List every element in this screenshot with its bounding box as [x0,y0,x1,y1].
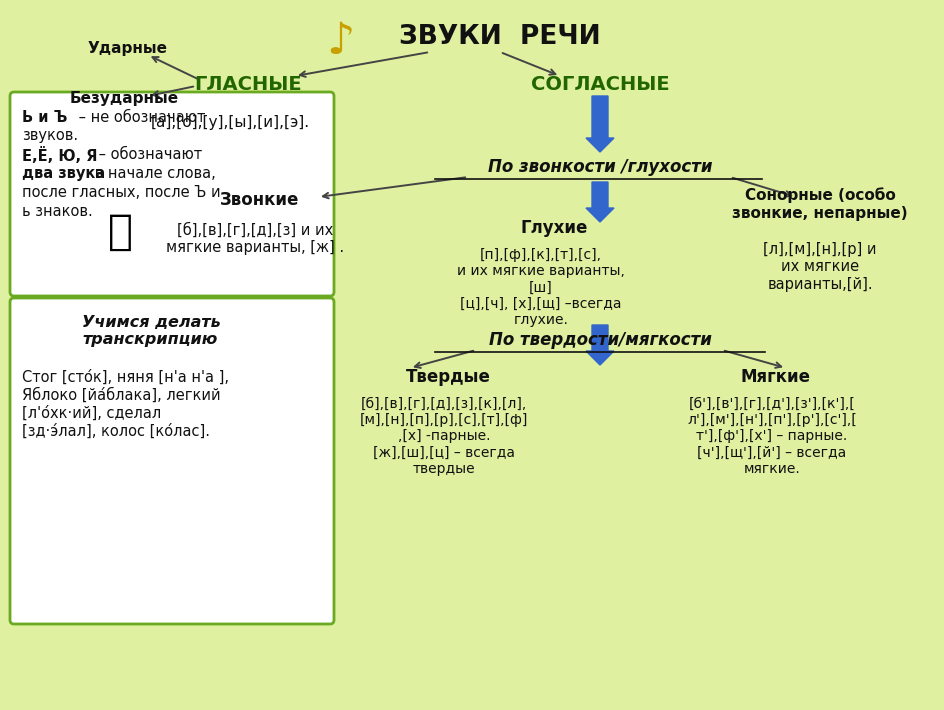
Text: звуков.: звуков. [22,128,78,143]
Text: Сонорные (особо
звонкие, непарные): Сонорные (особо звонкие, непарные) [733,187,908,221]
Text: [б],[в],[г],[д],[з],[к],[л],
[м],[н],[п],[р],[с],[т],[ф]
,[х] -парные.
[ж],[ш],[: [б],[в],[г],[д],[з],[к],[л], [м],[н],[п]… [360,397,529,476]
Text: Звонкие: Звонкие [220,191,299,209]
Text: два звука: два звука [22,166,105,181]
Text: По твердости/мягкости: По твердости/мягкости [489,331,712,349]
Text: Е,Ё, Ю, Я: Е,Ё, Ю, Я [22,147,97,164]
FancyBboxPatch shape [10,298,334,624]
Text: ЗВУКИ  РЕЧИ: ЗВУКИ РЕЧИ [399,24,600,50]
Text: СОГЛАСНЫЕ: СОГЛАСНЫЕ [531,75,669,94]
Text: 🔔: 🔔 [108,211,132,253]
Text: – не обозначают: – не обозначают [74,110,206,125]
FancyArrow shape [586,325,614,365]
Text: Безударные: Безударные [70,90,179,106]
Text: ♪: ♪ [326,21,354,63]
Text: Твердые: Твердые [406,368,491,386]
Text: – обозначают: – обозначают [94,147,202,162]
Text: Ь и Ъ: Ь и Ъ [22,110,67,125]
FancyArrow shape [586,96,614,152]
Text: Ударные: Ударные [88,40,168,55]
Text: в начале слова,: в начале слова, [90,166,216,181]
Text: [б'],[в'],[г],[д'],[з'],[к'],[
л'],[м'],[н'],[п'],[р'],[с'],[
т'],[ф'],[х'] – па: [б'],[в'],[г],[д'],[з'],[к'],[ л'],[м'],… [687,397,857,476]
Text: [п],[ф],[к],[т],[с],
и их мягкие варианты,
[ш]
[ц],[ч], [х],[щ] –всегда
глухие.: [п],[ф],[к],[т],[с], и их мягкие вариант… [457,248,625,327]
Text: ь знаков.: ь знаков. [22,204,93,219]
Text: Учимся делать
транскрипцию: Учимся делать транскрипцию [82,315,221,347]
FancyBboxPatch shape [10,92,334,296]
Text: Мягкие: Мягкие [740,368,810,386]
Text: Стог [сто́к], няня [н'а н'а ],
Яблоко [йа́блака], легкий
[л'о́хк·ий], сделал
[зд: Стог [сто́к], няня [н'а н'а ], Яблоко [й… [22,370,229,438]
Text: [л],[м],[н],[р] и
их мягкие
варианты,[й].: [л],[м],[н],[р] и их мягкие варианты,[й]… [764,242,877,292]
Text: после гласных, после Ъ и: после гласных, после Ъ и [22,185,221,200]
FancyArrow shape [586,182,614,222]
Text: [б],[в],[г],[д],[з] и их
мягкие варианты, [ж] .: [б],[в],[г],[д],[з] и их мягкие варианты… [166,222,344,255]
Text: По звонкости /глухости: По звонкости /глухости [488,158,713,176]
Text: Глухие: Глухие [520,219,588,237]
Text: [а],[о],[у],[ы],[и],[э].: [а],[о],[у],[ы],[и],[э]. [150,116,310,131]
Text: ГЛАСНЫЕ: ГЛАСНЫЕ [194,75,302,94]
